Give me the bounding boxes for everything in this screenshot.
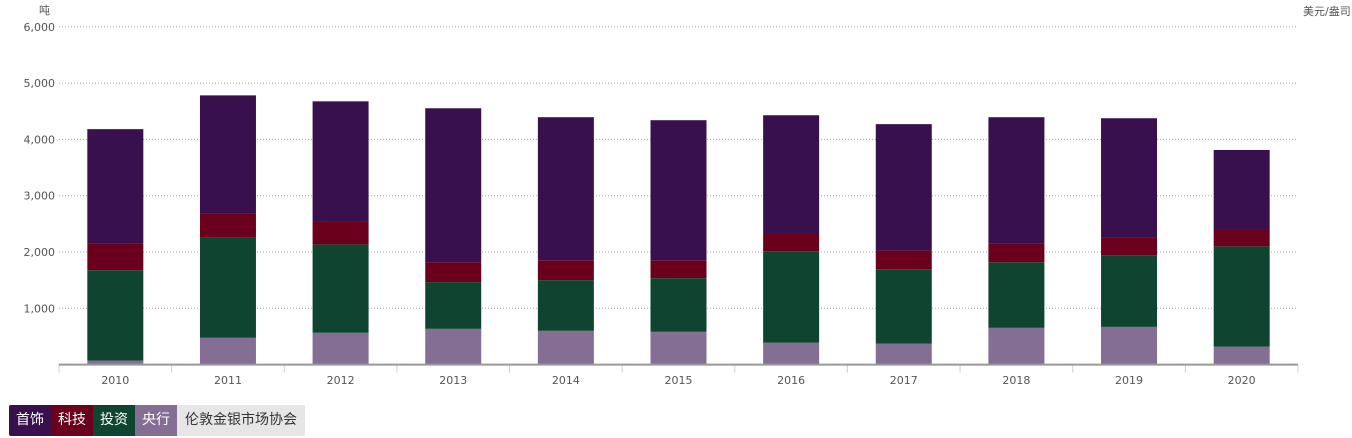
y-tick-label: 6,000 xyxy=(24,21,56,34)
bar-segment xyxy=(199,337,256,365)
bar-segment xyxy=(988,262,1045,328)
bar-segment xyxy=(1213,246,1270,347)
bar-segment xyxy=(650,260,707,279)
bar-segment xyxy=(650,120,707,261)
y-tick-label: 2,000 xyxy=(24,246,56,259)
bar-segment xyxy=(1213,229,1270,247)
y-tick-label: 3,000 xyxy=(24,190,56,203)
bar-segment xyxy=(875,343,932,365)
source-label: 伦敦金银市场协会 xyxy=(177,405,305,436)
bar-segment xyxy=(199,95,256,214)
legend-item-technology[interactable]: 科技 xyxy=(51,405,93,436)
bar-segment xyxy=(312,332,369,365)
bar-segment xyxy=(763,342,820,365)
bar-segment xyxy=(87,129,144,244)
x-tick-label: 2019 xyxy=(1115,374,1143,387)
y-tick-label: 4,000 xyxy=(24,133,56,146)
x-tick-label: 2020 xyxy=(1228,374,1256,387)
bar-segment xyxy=(763,251,820,343)
x-tick-label: 2016 xyxy=(777,374,805,387)
bar-segment xyxy=(199,237,256,338)
y-axis-label: 吨 xyxy=(39,4,50,17)
bar-segment xyxy=(537,117,594,261)
x-tick-label: 2012 xyxy=(327,374,355,387)
bar-segment xyxy=(87,270,144,361)
bar-segment xyxy=(537,330,594,365)
bar-segment xyxy=(87,243,144,271)
bar-segment xyxy=(425,282,482,329)
x-tick-label: 2010 xyxy=(101,374,129,387)
bar-segment xyxy=(650,278,707,332)
x-tick-label: 2013 xyxy=(439,374,467,387)
bar-segment xyxy=(199,213,256,238)
bar-segment xyxy=(425,108,482,263)
x-tick-label: 2011 xyxy=(214,374,242,387)
bar-segment xyxy=(87,360,144,365)
bar-segment xyxy=(988,117,1045,244)
bar-segment xyxy=(763,115,820,234)
bar-segment xyxy=(1101,255,1158,327)
x-tick-label: 2015 xyxy=(665,374,693,387)
bar-segment xyxy=(1101,326,1158,365)
bar-segment xyxy=(988,327,1045,365)
bar-segment xyxy=(1213,149,1270,230)
bar-segment xyxy=(1213,346,1270,365)
bar-segment xyxy=(650,331,707,365)
y-tick-label: 5,000 xyxy=(24,77,56,90)
x-tick-label: 2014 xyxy=(552,374,580,387)
bar-segment xyxy=(1101,118,1158,238)
stacked-bar-chart: 吨 美元/盎司 1,000 2,000 3,000 4,000 5,000 6,000 2010… xyxy=(24,4,1351,387)
bar-segment xyxy=(425,328,482,365)
bar-segment xyxy=(875,269,932,344)
legend-item-investment[interactable]: 投资 xyxy=(93,405,135,436)
bar-segment xyxy=(763,233,820,252)
bar-segment xyxy=(988,243,1045,263)
bar-segment xyxy=(425,262,482,283)
legend: 首饰 科技 投资 央行 伦敦金银市场协会 xyxy=(9,405,305,436)
bar-segment xyxy=(875,250,932,270)
bar-segment xyxy=(875,124,932,251)
x-tick-label: 2018 xyxy=(1002,374,1030,387)
y-tick-label: 1,000 xyxy=(24,302,56,315)
legend-item-central-banks[interactable]: 央行 xyxy=(135,405,177,436)
bar-segment xyxy=(537,280,594,331)
x-tick-label: 2017 xyxy=(890,374,918,387)
bar-segment xyxy=(537,260,594,281)
bar-segment xyxy=(312,221,369,245)
bar-segment xyxy=(1101,237,1158,256)
y2-axis-label: 美元/盎司 xyxy=(1303,4,1351,18)
bar-segment xyxy=(312,101,369,222)
bar-segment xyxy=(312,244,369,333)
legend-item-jewelry[interactable]: 首饰 xyxy=(9,405,51,436)
